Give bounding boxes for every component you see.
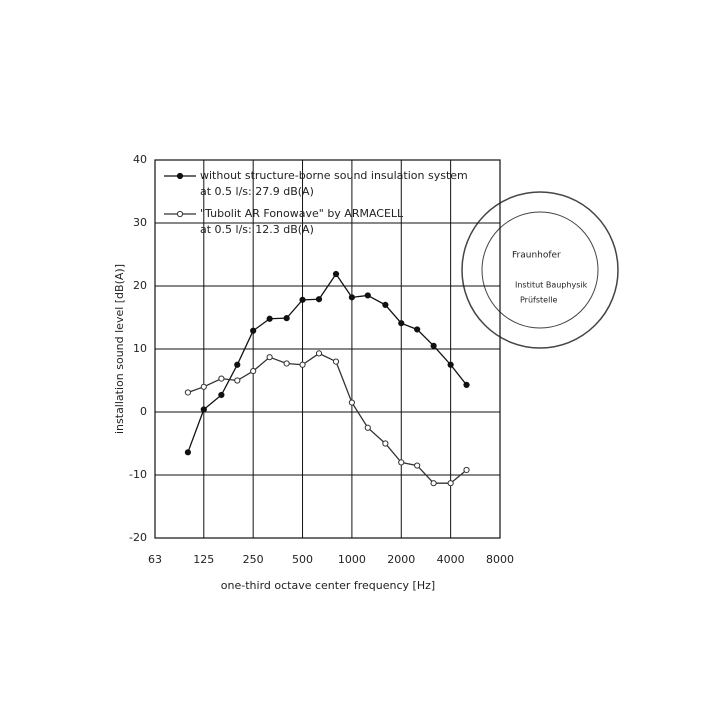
data-point — [414, 462, 421, 469]
x-tick-label: 500 — [292, 553, 313, 566]
data-point — [200, 383, 207, 390]
data-point — [250, 327, 257, 334]
data-point — [332, 270, 340, 278]
data-point — [184, 449, 192, 456]
data-point — [299, 296, 306, 303]
x-tick-label: 8000 — [486, 553, 514, 566]
data-point — [266, 315, 273, 322]
data-point — [315, 296, 323, 303]
data-point — [283, 315, 290, 322]
stamp-text: Prüfstelle — [520, 296, 558, 305]
data-point — [218, 375, 225, 382]
stamp: Fraunhofer Institut Bauphysik Prüfstelle — [461, 191, 619, 349]
data-point — [364, 292, 371, 299]
data-point — [184, 389, 192, 396]
legend-marker — [176, 172, 184, 180]
data-point — [250, 367, 257, 375]
data-point — [234, 361, 241, 368]
x-tick-label: 4000 — [437, 553, 465, 566]
x-tick-label: 63 — [148, 553, 162, 566]
stamp-text: Fraunhofer — [512, 251, 561, 261]
series-line — [187, 352, 467, 484]
legend-note: at 0.5 l/s: 27.9 dB(A) — [200, 185, 314, 198]
data-point — [218, 391, 225, 399]
stamp-ring — [461, 191, 619, 349]
data-point — [463, 381, 470, 389]
legend-marker — [176, 210, 184, 218]
data-point — [447, 480, 454, 487]
legend-label: "Tubolit AR Fonowave" by ARMACELL — [200, 207, 404, 220]
legend-label: without structure-borne sound insulation… — [200, 169, 468, 182]
data-point — [430, 342, 437, 349]
data-point — [266, 354, 273, 361]
stamp-ring — [481, 211, 599, 329]
x-tick-label: 2000 — [387, 553, 415, 566]
y-axis-label: installation sound level [dB(A)] — [113, 264, 126, 434]
data-point — [382, 301, 389, 308]
data-point — [414, 326, 421, 333]
y-tick-label: 10 — [133, 342, 147, 355]
x-tick-label: 125 — [193, 553, 214, 566]
data-point — [234, 377, 241, 384]
data-point — [463, 466, 470, 474]
x-axis-label: one-third octave center frequency [Hz] — [221, 579, 435, 592]
data-point — [348, 294, 355, 301]
data-point — [430, 480, 437, 487]
x-tick-label: 250 — [243, 553, 264, 566]
x-tick-label: 1000 — [338, 553, 366, 566]
data-point — [447, 361, 454, 368]
data-point — [348, 399, 355, 406]
data-point — [315, 350, 323, 357]
data-point — [382, 440, 389, 447]
data-point — [283, 360, 290, 367]
data-point — [398, 459, 405, 466]
y-tick-label: 40 — [133, 153, 147, 166]
y-tick-label: 0 — [140, 405, 147, 418]
data-point — [200, 406, 207, 413]
stamp-text: Institut Bauphysik — [515, 281, 588, 290]
data-point — [398, 320, 405, 327]
legend-note: at 0.5 l/s: 12.3 dB(A) — [200, 223, 314, 236]
series-line — [187, 272, 468, 453]
data-point — [332, 358, 340, 365]
y-tick-label: -10 — [129, 468, 147, 481]
y-tick-label: 30 — [133, 216, 147, 229]
data-point — [299, 361, 306, 368]
y-tick-label: -20 — [129, 531, 147, 544]
data-point — [364, 424, 371, 431]
y-tick-label: 20 — [133, 279, 147, 292]
